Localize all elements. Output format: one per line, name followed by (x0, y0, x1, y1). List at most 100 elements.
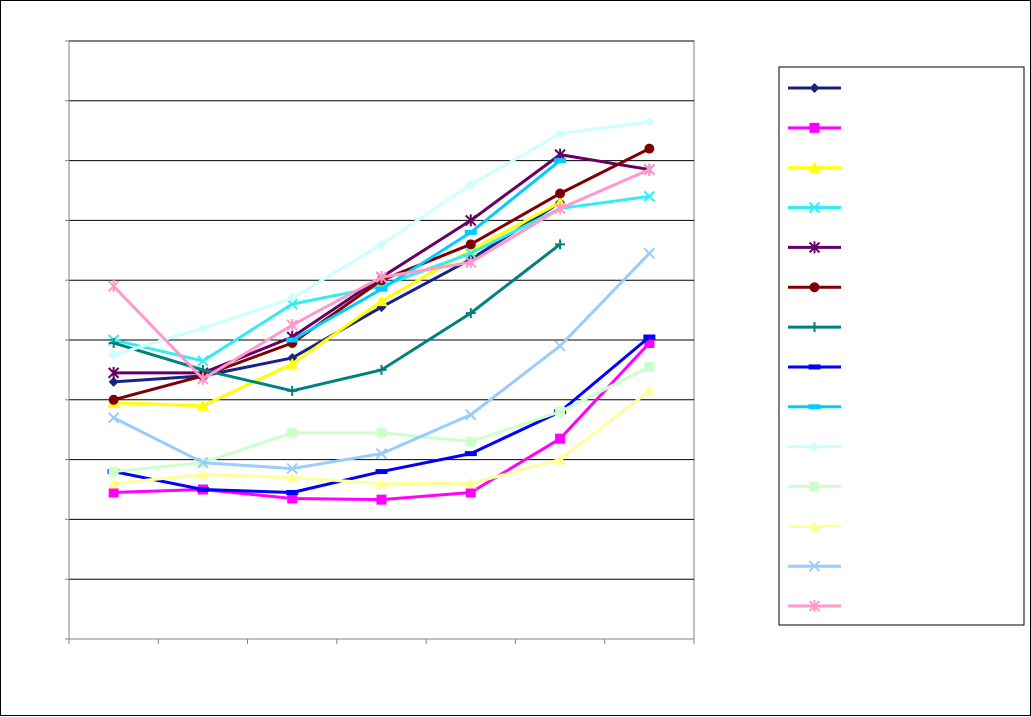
series-9-line (291, 159, 562, 342)
series-10 (108, 116, 655, 360)
series-10-point (555, 128, 566, 139)
series-13-point (197, 456, 209, 469)
series-2-point (287, 493, 298, 504)
legend-swatch-marker (809, 481, 820, 492)
series-13-point (643, 247, 656, 259)
series-10-point (197, 323, 208, 334)
series-13-point (554, 340, 566, 352)
legend-swatch-marker (808, 600, 821, 613)
series-12-point (643, 384, 656, 396)
series-14-point (554, 202, 566, 215)
legend-swatch-marker (809, 441, 820, 452)
series-7-point (108, 337, 119, 348)
legend-swatch-marker (808, 161, 821, 173)
series-7-point (555, 239, 566, 250)
series-13-point (375, 447, 388, 460)
series-9-point (554, 158, 567, 164)
legend-entry-11 (788, 481, 841, 492)
series-9-point (375, 286, 388, 292)
legend-swatch-marker (809, 322, 820, 333)
series-12-point (464, 477, 477, 489)
series-13-point (286, 462, 298, 475)
series-14-point (643, 163, 656, 176)
series-11-point (644, 361, 655, 372)
series-4-point (197, 355, 209, 367)
legend-entry-8 (788, 364, 841, 370)
series-3-line (113, 201, 561, 408)
legend-entry-6 (788, 282, 841, 293)
legend-swatch-marker (809, 122, 820, 133)
series-10-point (108, 349, 119, 360)
legend-swatch-marker (808, 560, 821, 572)
series-10-point (465, 179, 476, 190)
series-10-point (376, 239, 387, 250)
series-6-point (465, 239, 476, 250)
series-12-point (196, 468, 209, 480)
legend-entry-7 (788, 322, 841, 333)
series-14-point (286, 319, 298, 332)
series-2-point (644, 337, 655, 348)
series-7-point (287, 385, 298, 396)
series-8-point (375, 469, 388, 475)
series-8-point (464, 451, 477, 457)
series-12-point (107, 477, 120, 489)
series-2-point (376, 494, 387, 505)
legend-swatch-marker (808, 520, 821, 532)
series-6-point (644, 143, 655, 154)
series-12 (107, 384, 656, 489)
legend-swatch-marker (808, 241, 821, 254)
series-8-point (196, 487, 209, 492)
legend-swatch-marker (809, 282, 820, 293)
series-14-point (197, 372, 209, 385)
series-11-point (108, 466, 119, 477)
series-8-point (643, 334, 656, 340)
series-6-point (108, 394, 119, 405)
legend-entry-13 (788, 560, 841, 572)
series-5-point (107, 366, 120, 379)
gridlines (69, 40, 694, 580)
series-10-point (644, 116, 655, 127)
series-14-point (375, 271, 388, 284)
series-12-point (286, 471, 299, 483)
series-3-point (286, 357, 299, 369)
series-3-point (375, 295, 388, 307)
series-9-point (464, 229, 477, 235)
series-7-point (376, 364, 387, 375)
series-3-point (196, 399, 209, 411)
series-14-point (465, 256, 477, 269)
series-12-point (375, 477, 388, 489)
legend-entry-2 (788, 122, 841, 133)
series-4-point (465, 247, 477, 259)
legend-swatch-marker (808, 201, 821, 214)
legend-box (778, 66, 1025, 626)
series-11-point (287, 427, 298, 438)
series-13-point (465, 409, 477, 421)
series-7-point (465, 308, 476, 319)
series-11-point (555, 406, 566, 417)
series-14 (107, 163, 656, 385)
series-6-point (555, 188, 566, 199)
series-12-point (554, 453, 567, 465)
legend-entry-14 (788, 600, 841, 613)
series-2-point (465, 487, 476, 498)
series-9 (286, 158, 567, 343)
legend-swatch-marker (808, 404, 821, 410)
series-13-point (107, 412, 120, 424)
series-4-point (643, 190, 656, 203)
legend-swatch-marker (808, 364, 821, 370)
legend-entry-5 (788, 241, 841, 254)
legend (778, 66, 1025, 626)
axes (65, 40, 695, 644)
series-11-point (376, 427, 387, 438)
series-14-point (107, 280, 120, 293)
series-lines (107, 116, 656, 505)
legend-entry-12 (788, 520, 841, 532)
series-9-point (286, 337, 299, 343)
legend-entry-3 (788, 161, 841, 173)
series-8-point (286, 489, 299, 495)
series-5-point (465, 214, 477, 227)
legend-entry-1 (788, 83, 841, 93)
series-11-point (465, 436, 476, 447)
